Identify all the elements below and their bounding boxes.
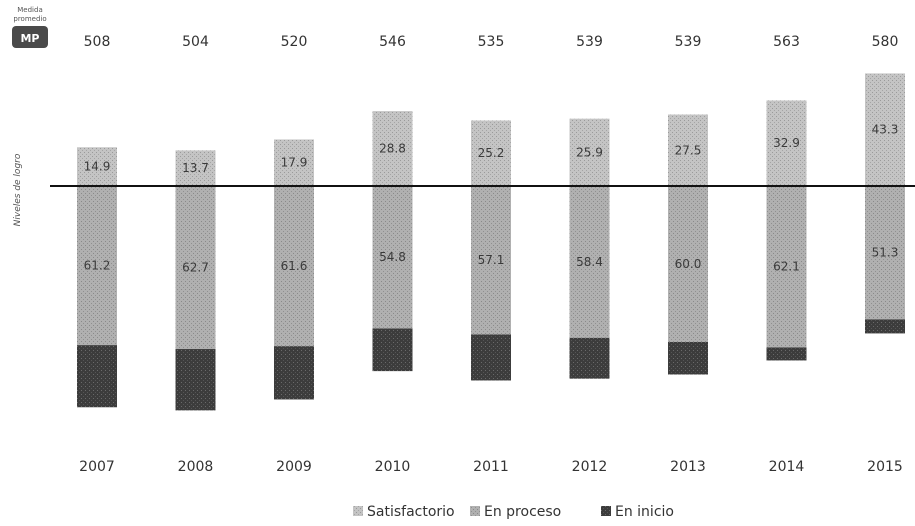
bar-en-inicio-2010 bbox=[372, 328, 413, 372]
average-score-2013: 539 bbox=[675, 34, 702, 50]
average-score-2008: 504 bbox=[182, 34, 209, 50]
label-satisfactorio-2009: 17.9 bbox=[281, 156, 308, 170]
average-score-2015: 580 bbox=[872, 34, 899, 50]
bar-satisfactorio-2010 bbox=[372, 111, 413, 186]
label-en-proceso-2008: 62.7 bbox=[182, 261, 209, 275]
bar-en-proceso-2014 bbox=[766, 186, 807, 348]
bar-en-inicio-2008 bbox=[175, 349, 216, 411]
bars-group bbox=[77, 73, 905, 411]
bar-en-inicio-2009 bbox=[274, 346, 314, 400]
mp-caption-line1: Medida bbox=[17, 6, 42, 14]
legend-swatch-en-inicio bbox=[601, 506, 611, 516]
legend-swatch-satisfactorio bbox=[353, 506, 363, 516]
year-label-2011: 2011 bbox=[473, 459, 509, 475]
average-score-2011: 535 bbox=[478, 34, 505, 50]
year-labels: 2007 2008 2009 2010 2011 2012 2013 2014 2015 bbox=[79, 459, 903, 475]
mp-caption-line2: promedio bbox=[13, 15, 46, 23]
bar-en-proceso-2009 bbox=[274, 186, 314, 347]
bar-satisfactorio-2008 bbox=[175, 150, 216, 186]
label-en-proceso-2015: 51.3 bbox=[872, 246, 899, 260]
bar-en-inicio-2012 bbox=[569, 337, 610, 379]
label-satisfactorio-2014: 32.9 bbox=[773, 136, 800, 150]
label-en-proceso-2010: 54.8 bbox=[379, 250, 406, 264]
year-label-2013: 2013 bbox=[670, 459, 706, 475]
mp-header: Medida promedio MP bbox=[12, 6, 48, 48]
mp-badge: MP bbox=[20, 32, 39, 45]
legend-label-en-proceso: En proceso bbox=[484, 504, 561, 520]
legend: Satisfactorio En proceso En inicio bbox=[353, 504, 674, 520]
bar-satisfactorio-2012 bbox=[569, 118, 610, 186]
bar-en-proceso-2010 bbox=[372, 186, 413, 329]
average-score-labels: 508 504 520 546 535 539 539 563 580 bbox=[84, 34, 899, 50]
bar-en-inicio-2013 bbox=[668, 342, 708, 375]
bar-en-proceso-2011 bbox=[471, 186, 511, 335]
label-satisfactorio-2012: 25.9 bbox=[576, 145, 603, 159]
label-satisfactorio-2010: 28.8 bbox=[379, 142, 406, 156]
bar-en-proceso-2013 bbox=[668, 186, 708, 342]
bar-en-proceso-2008 bbox=[175, 186, 216, 350]
year-label-2008: 2008 bbox=[178, 459, 214, 475]
year-label-2012: 2012 bbox=[572, 459, 608, 475]
label-satisfactorio-2015: 43.3 bbox=[872, 123, 899, 137]
mp-badge-box bbox=[12, 26, 48, 48]
bar-en-proceso-2012 bbox=[569, 186, 610, 338]
legend-label-satisfactorio: Satisfactorio bbox=[367, 504, 455, 520]
segment-labels-group: 14.9 61.2 13.7 62.7 17.9 61.6 28.8 54.8 25.2 57.1… bbox=[84, 123, 899, 275]
bar-en-inicio-2007 bbox=[77, 345, 117, 408]
label-en-proceso-2013: 60.0 bbox=[675, 257, 702, 271]
bar-satisfactorio-2015 bbox=[865, 73, 905, 186]
bar-en-proceso-2007 bbox=[77, 186, 117, 346]
label-satisfactorio-2008: 13.7 bbox=[182, 161, 209, 175]
label-satisfactorio-2007: 14.9 bbox=[84, 160, 111, 174]
bar-en-inicio-2015 bbox=[865, 319, 905, 334]
average-score-2012: 539 bbox=[576, 34, 603, 50]
label-en-proceso-2012: 58.4 bbox=[576, 255, 603, 269]
bar-satisfactorio-2014 bbox=[766, 100, 807, 186]
average-score-2007: 508 bbox=[84, 34, 111, 50]
year-label-2010: 2010 bbox=[375, 459, 411, 475]
year-label-2007: 2007 bbox=[79, 459, 115, 475]
year-label-2014: 2014 bbox=[769, 459, 805, 475]
label-satisfactorio-2013: 27.5 bbox=[675, 143, 702, 157]
label-satisfactorio-2011: 25.2 bbox=[478, 146, 505, 160]
legend-label-en-inicio: En inicio bbox=[615, 504, 674, 520]
average-score-2014: 563 bbox=[773, 34, 800, 50]
bar-en-proceso-2015 bbox=[865, 186, 905, 320]
year-label-2015: 2015 bbox=[867, 459, 903, 475]
average-score-2009: 520 bbox=[281, 34, 308, 50]
year-label-2009: 2009 bbox=[276, 459, 312, 475]
bar-satisfactorio-2013 bbox=[668, 114, 708, 186]
label-en-proceso-2007: 61.2 bbox=[84, 259, 111, 273]
bar-en-inicio-2011 bbox=[471, 334, 511, 381]
label-en-proceso-2011: 57.1 bbox=[478, 253, 505, 267]
bar-en-inicio-2014 bbox=[766, 347, 807, 361]
y-axis-label: Niveles de logro bbox=[13, 153, 23, 226]
bar-satisfactorio-2009 bbox=[274, 139, 314, 186]
bar-satisfactorio-2011 bbox=[471, 120, 511, 186]
bar-satisfactorio-2007 bbox=[77, 147, 117, 186]
legend-swatch-en-proceso bbox=[470, 506, 480, 516]
label-en-proceso-2014: 62.1 bbox=[773, 260, 800, 274]
average-score-2010: 546 bbox=[379, 34, 406, 50]
label-en-proceso-2009: 61.6 bbox=[281, 259, 308, 273]
